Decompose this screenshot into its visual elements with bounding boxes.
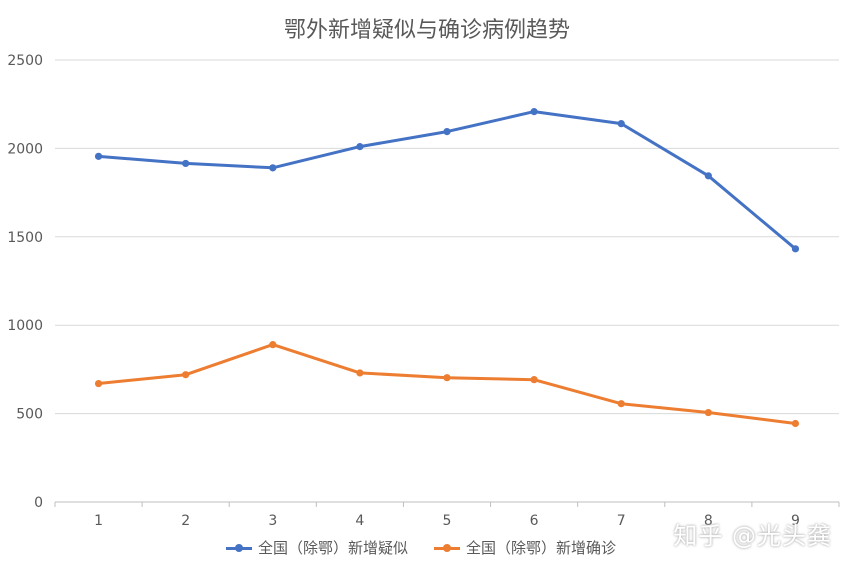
y-tick-label: 0 — [34, 495, 43, 511]
data-point-series-0 — [443, 128, 451, 136]
x-tick-label: 4 — [355, 513, 364, 529]
data-point-series-1 — [269, 341, 277, 349]
y-tick-label: 2500 — [7, 53, 43, 69]
data-point-series-0 — [94, 152, 103, 160]
data-point-series-1 — [617, 400, 625, 408]
data-point-series-0 — [182, 159, 190, 168]
legend-item-suspected: 全国（除鄂）新增疑似 — [226, 537, 408, 558]
y-tick-label: 1500 — [7, 230, 43, 246]
data-point-series-1 — [182, 371, 190, 379]
data-point-series-0 — [356, 143, 364, 151]
data-point-series-0 — [530, 108, 538, 116]
legend-swatch-suspected — [226, 543, 252, 553]
data-point-series-1 — [704, 408, 712, 417]
x-tick-label: 2 — [181, 513, 190, 529]
data-point-series-1 — [356, 369, 364, 377]
chart-legend: 全国（除鄂）新增疑似 全国（除鄂）新增确诊 — [226, 537, 616, 558]
data-point-series-0 — [791, 245, 800, 253]
x-tick-label: 9 — [791, 513, 800, 529]
y-tick-label: 500 — [16, 407, 43, 423]
data-point-series-0 — [704, 172, 712, 180]
y-tick-label: 2000 — [7, 141, 43, 157]
legend-label-confirmed: 全国（除鄂）新增确诊 — [466, 539, 617, 557]
data-point-series-1 — [443, 374, 451, 382]
x-tick-label: 3 — [268, 513, 277, 529]
series-line-1 — [97, 343, 797, 425]
zhihu-watermark: 知乎 @光头龚 — [673, 522, 832, 550]
chart-title: 鄂外新增疑似与确诊病例趋势 — [283, 18, 570, 43]
data-point-series-1 — [791, 419, 800, 428]
data-point-series-0 — [617, 120, 625, 128]
x-tick-label: 7 — [617, 513, 626, 529]
x-tick-label: 5 — [443, 513, 452, 529]
legend-item-confirmed: 全国（除鄂）新增确诊 — [434, 537, 616, 558]
legend-swatch-confirmed — [434, 543, 461, 553]
x-tick-label: 8 — [704, 513, 713, 529]
data-point-series-1 — [94, 379, 103, 388]
data-point-series-1 — [530, 376, 538, 384]
data-point-series-0 — [269, 164, 277, 172]
legend-label-suspected: 全国（除鄂）新增疑似 — [258, 539, 409, 557]
x-tick-label: 6 — [530, 513, 539, 529]
x-tick-label: 1 — [94, 513, 103, 529]
y-tick-label: 1000 — [7, 318, 43, 334]
